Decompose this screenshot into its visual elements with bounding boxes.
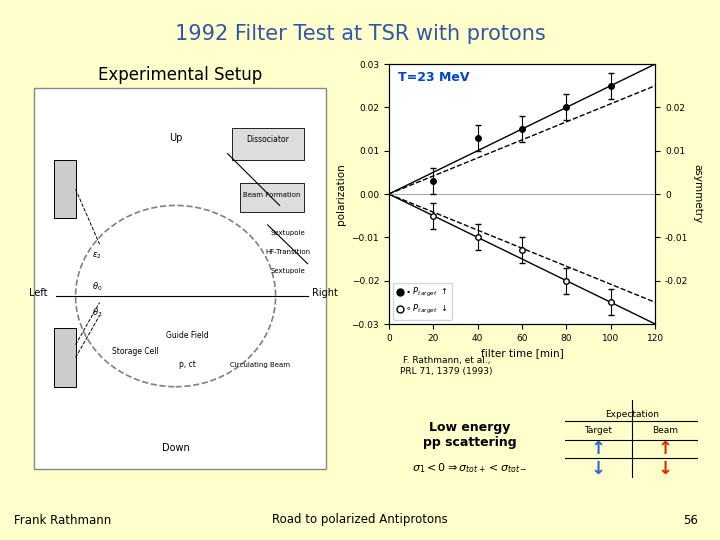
Text: ↓: ↓ xyxy=(591,460,606,477)
Text: Sextupole: Sextupole xyxy=(270,230,305,235)
Text: Beam Formation: Beam Formation xyxy=(243,192,300,198)
Text: Frank Rathmann: Frank Rathmann xyxy=(14,514,112,526)
Text: Down: Down xyxy=(162,443,189,454)
Text: 56: 56 xyxy=(683,514,698,526)
Y-axis label: asymmetry: asymmetry xyxy=(692,164,702,224)
Text: $\theta_3$: $\theta_3$ xyxy=(91,307,102,319)
Bar xyxy=(53,160,76,218)
Text: ↓: ↓ xyxy=(657,460,672,477)
Text: HF-Transition: HF-Transition xyxy=(265,249,310,255)
FancyBboxPatch shape xyxy=(35,88,325,469)
Legend: $\bullet$ $P_{target}$ $\uparrow$, $\circ$ $P_{target}$ $\downarrow$: $\bullet$ $P_{target}$ $\uparrow$, $\cir… xyxy=(393,283,451,320)
Text: Expectation: Expectation xyxy=(605,410,659,419)
Text: Target: Target xyxy=(585,426,613,435)
Text: ↑: ↑ xyxy=(657,440,672,458)
Y-axis label: polarization: polarization xyxy=(336,163,346,225)
Text: Low energy
pp scattering: Low energy pp scattering xyxy=(423,421,517,449)
Text: Up: Up xyxy=(169,133,182,143)
Text: Road to polarized Antiprotons: Road to polarized Antiprotons xyxy=(272,514,448,526)
Text: $\theta_0$: $\theta_0$ xyxy=(91,281,102,293)
Text: ↑: ↑ xyxy=(591,440,606,458)
Text: Guide Field: Guide Field xyxy=(166,331,209,340)
Text: Left: Left xyxy=(29,288,48,298)
Text: T=23 MeV: T=23 MeV xyxy=(397,71,469,84)
Text: $\varepsilon_2$: $\varepsilon_2$ xyxy=(91,250,102,261)
Text: F. Rathmann, et al.,
PRL 71, 1379 (1993): F. Rathmann, et al., PRL 71, 1379 (1993) xyxy=(400,356,492,375)
Text: $\sigma_1 < 0 \Rightarrow \sigma_{tot+} < \sigma_{tot-}$: $\sigma_1 < 0 \Rightarrow \sigma_{tot+} … xyxy=(413,462,527,475)
Text: Dissociator: Dissociator xyxy=(246,135,289,144)
Text: Storage Cell: Storage Cell xyxy=(112,347,159,356)
Text: Beam: Beam xyxy=(652,426,678,435)
Bar xyxy=(240,183,304,212)
Bar xyxy=(232,128,304,160)
Text: Circulating Beam: Circulating Beam xyxy=(230,362,289,368)
Bar xyxy=(53,328,76,387)
X-axis label: filter time [min]: filter time [min] xyxy=(481,348,563,358)
Text: Right: Right xyxy=(312,288,338,298)
Text: Results: Results xyxy=(506,66,567,84)
Text: 1992 Filter Test at TSR with protons: 1992 Filter Test at TSR with protons xyxy=(175,24,545,44)
Text: Experimental Setup: Experimental Setup xyxy=(98,66,262,84)
Text: p, ct: p, ct xyxy=(179,360,196,369)
Text: Sextupole: Sextupole xyxy=(270,268,305,274)
